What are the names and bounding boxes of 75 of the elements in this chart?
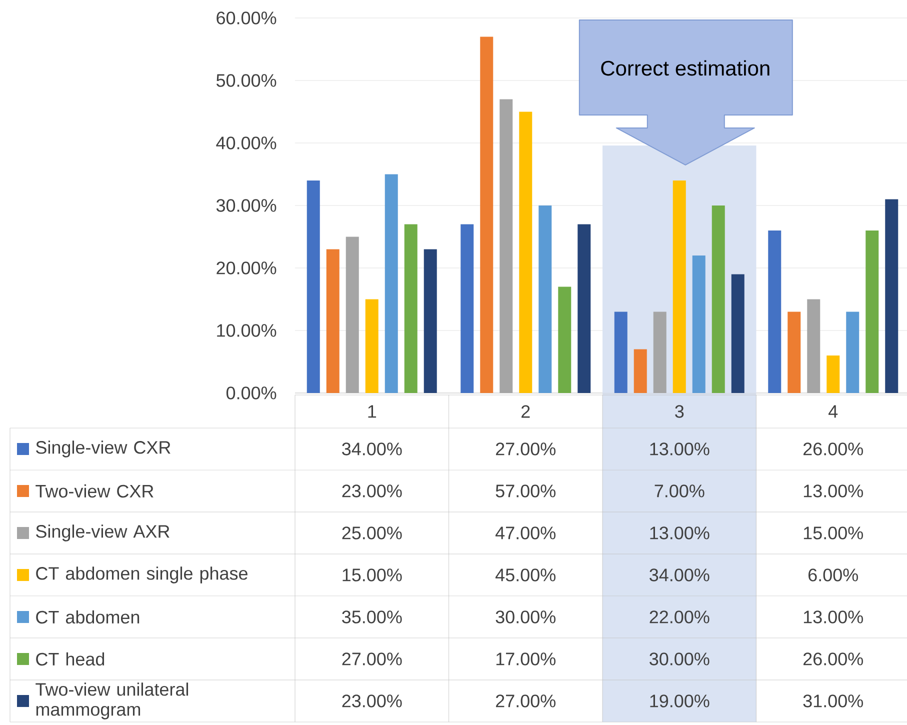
bar: [500, 99, 513, 393]
data-label: 35.00%: [342, 610, 402, 624]
data-label: 30.00%: [496, 610, 556, 624]
bar: [712, 205, 725, 393]
data-label: 13.00%: [650, 442, 710, 456]
data-label: 15.00%: [804, 526, 863, 540]
bar: [365, 299, 378, 393]
bar: [480, 36, 494, 393]
y-tick-label: 0.00%: [226, 386, 276, 400]
data-label: 31.00%: [803, 694, 863, 708]
data-label: 27.00%: [496, 442, 556, 456]
data-label: 13.00%: [804, 484, 863, 498]
bar: [692, 255, 706, 393]
data-label: 26.00%: [803, 652, 863, 666]
bar: [788, 312, 801, 393]
data-label: 13.00%: [804, 610, 863, 624]
annotation: Correct estimation: [601, 60, 770, 76]
bar: [424, 249, 437, 393]
y-tick-label: 20.00%: [216, 262, 276, 274]
data-label: 23.00%: [342, 694, 402, 708]
bar: [306, 180, 320, 393]
legend-label: CT abdomen single phase: [36, 566, 248, 584]
y-tick-label: 40.00%: [216, 136, 276, 150]
bar: [614, 312, 628, 393]
data-label: 27.00%: [496, 694, 556, 708]
data-label: 22.00%: [650, 610, 710, 624]
legend-label: CT abdomen: [36, 610, 140, 624]
bar: [885, 199, 898, 393]
data-label: 25.00%: [342, 526, 402, 540]
data-label: 47.00%: [495, 526, 556, 540]
bar: [404, 224, 418, 393]
bar: [578, 224, 591, 393]
data-label: 6.00%: [808, 568, 858, 582]
data-label: 34.00%: [650, 568, 710, 582]
bar: [653, 312, 666, 393]
data-label: 45.00%: [495, 568, 556, 582]
data-label: 26.00%: [803, 442, 863, 456]
x-tick-label: 3: [675, 405, 684, 418]
bar: [866, 230, 879, 393]
bar: [384, 174, 398, 393]
bar: [538, 205, 552, 393]
x-tick-label: 1: [368, 405, 376, 418]
bar: [768, 230, 782, 393]
bar: [807, 299, 820, 393]
legend-label: CT head: [36, 652, 104, 666]
data-label: 57.00%: [496, 484, 556, 498]
y-tick-label: 60.00%: [216, 12, 276, 24]
data-label: 7.00%: [654, 484, 704, 498]
bar: [326, 249, 340, 393]
legend-label: Single-view AXR: [36, 524, 170, 542]
bar: [672, 180, 686, 393]
data-label: 15.00%: [342, 568, 402, 582]
bar: [634, 349, 647, 393]
bar: [846, 312, 860, 393]
bar: [346, 236, 359, 393]
bar: [519, 112, 532, 393]
x-tick-label: 2: [522, 405, 530, 418]
data-label: 19.00%: [650, 694, 710, 708]
data-label: 30.00%: [650, 652, 710, 666]
bar: [731, 274, 744, 393]
bar: [558, 286, 572, 393]
y-tick-label: 10.00%: [217, 324, 276, 337]
y-tick-label: 50.00%: [216, 74, 276, 87]
legend-label: Single-view CXR: [36, 440, 170, 458]
data-label: 23.00%: [342, 484, 402, 498]
data-label: 27.00%: [342, 652, 402, 666]
bar: [460, 224, 474, 393]
data-label: 17.00%: [496, 652, 556, 666]
legend-label: Two-view unilateral mammogram: [36, 682, 188, 720]
x-tick-label: 4: [828, 405, 838, 418]
data-label: 13.00%: [650, 526, 710, 540]
data-label: 34.00%: [342, 442, 402, 456]
legend-label: Two-view CXR: [36, 484, 154, 498]
y-tick-label: 30.00%: [216, 199, 276, 212]
bar: [826, 355, 840, 393]
